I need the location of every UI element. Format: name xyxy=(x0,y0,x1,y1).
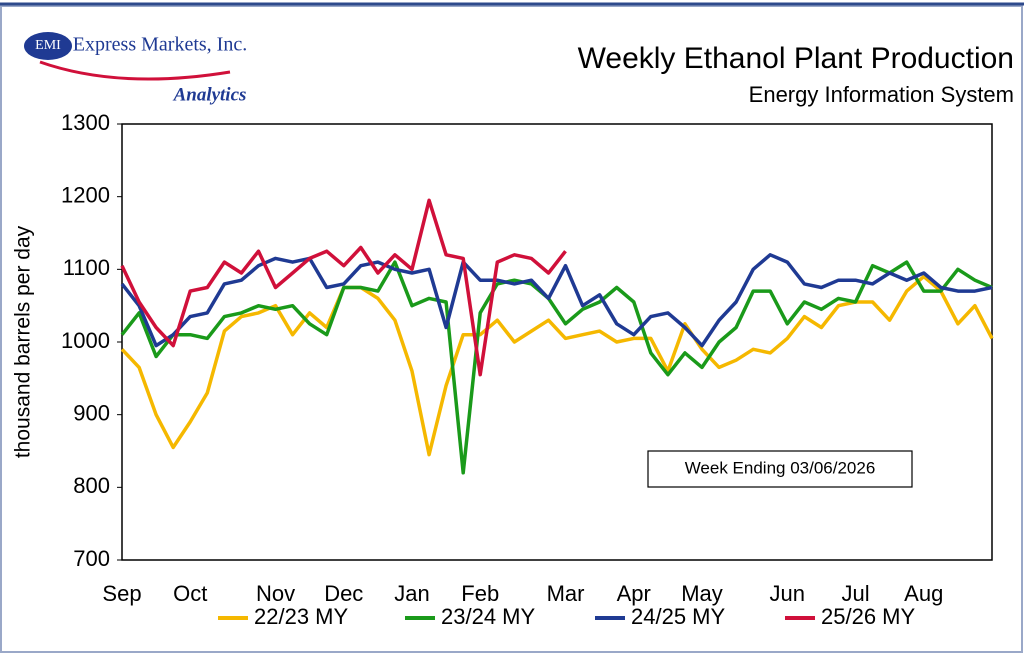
x-tick-label: Oct xyxy=(173,581,207,606)
logo-mark: EMI xyxy=(35,38,61,53)
y-tick-label: 700 xyxy=(73,546,110,571)
series-line xyxy=(120,260,993,475)
legend-label: 24/25 MY xyxy=(631,604,725,629)
chart-subtitle: Energy Information System xyxy=(749,82,1014,107)
logo-badge xyxy=(24,32,72,60)
x-tick-label: Aug xyxy=(904,581,943,606)
legend-label: 25/26 MY xyxy=(821,604,915,629)
x-tick-label: Jan xyxy=(394,581,429,606)
x-tick-label: Dec xyxy=(324,581,363,606)
logo-name: Express Markets, Inc. xyxy=(73,34,247,56)
x-tick-label: Apr xyxy=(617,581,651,606)
x-tick-label: Mar xyxy=(547,581,585,606)
y-axis-label: thousand barrels per day xyxy=(12,225,35,458)
series-line xyxy=(120,274,994,457)
y-tick-label: 1100 xyxy=(63,255,110,280)
x-tick-label: Jun xyxy=(770,581,805,606)
chart-title: Weekly Ethanol Plant Production xyxy=(578,42,1014,75)
annotation: Week Ending 03/06/2026 xyxy=(685,458,876,477)
series-line xyxy=(120,253,993,348)
y-tick-label: 1000 xyxy=(61,328,110,353)
logo-tagline: Analytics xyxy=(173,84,247,105)
frame xyxy=(0,5,1023,653)
y-tick-label: 900 xyxy=(73,400,110,425)
annotation-box xyxy=(647,450,913,488)
x-tick-label: Nov xyxy=(256,581,295,606)
x-tick-label: Feb xyxy=(461,581,499,606)
y-tick-label: 1300 xyxy=(61,110,110,135)
y-tick-label: 800 xyxy=(73,473,110,498)
legend-label: 23/24 MY xyxy=(441,604,535,629)
x-tick-label: Sep xyxy=(102,581,141,606)
legend-label: 22/23 MY xyxy=(254,604,348,629)
x-tick-label: Jul xyxy=(841,581,869,606)
logo-swoosh xyxy=(39,60,231,81)
series-line xyxy=(120,198,567,377)
x-tick-label: May xyxy=(681,581,723,606)
y-tick-label: 1200 xyxy=(61,182,110,207)
